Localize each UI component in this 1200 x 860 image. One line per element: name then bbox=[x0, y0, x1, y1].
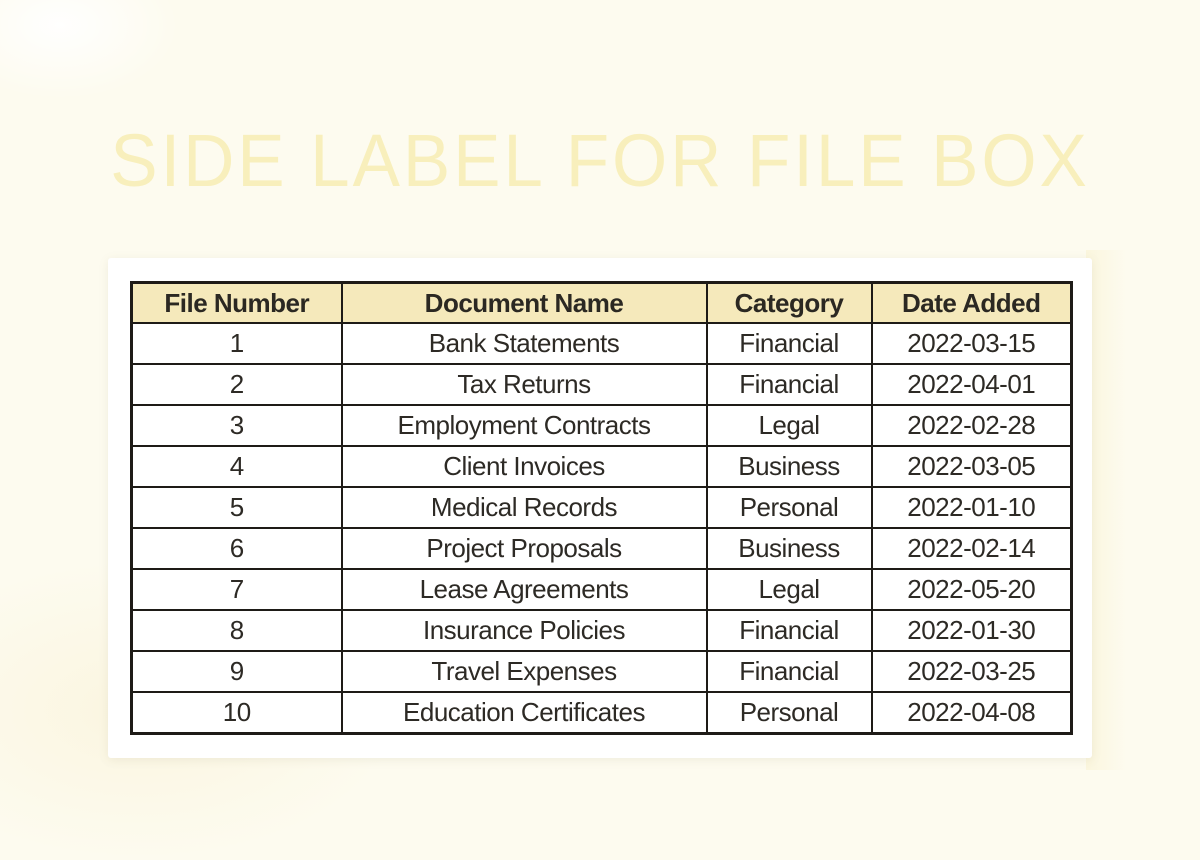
table-cell-date-added: 2022-03-05 bbox=[870, 445, 1073, 488]
table-cell-file-number: 9 bbox=[130, 650, 343, 693]
table-row: 9 Travel Expenses Financial 2022-03-25 bbox=[130, 650, 1073, 693]
table-cell-category: Personal bbox=[705, 486, 873, 529]
page-title: SIDE LABEL FOR FILE BOX bbox=[110, 119, 1090, 202]
table-cell-category: Legal bbox=[705, 568, 873, 611]
table-row: 8 Insurance Policies Financial 2022-01-30 bbox=[130, 609, 1073, 652]
table-cell-document-name: Lease Agreements bbox=[340, 568, 708, 611]
column-header-document-name: Document Name bbox=[340, 281, 708, 324]
table-cell-file-number: 3 bbox=[130, 404, 343, 447]
table-cell-date-added: 2022-05-20 bbox=[870, 568, 1073, 611]
label-card: File Number Document Name Category Date Add… bbox=[108, 258, 1092, 758]
table-cell-date-added: 2022-01-30 bbox=[870, 609, 1073, 652]
table-header: File Number Document Name Category Date Add… bbox=[130, 281, 1073, 324]
table-row: 4 Client Invoices Business 2022-03-05 bbox=[130, 445, 1073, 488]
table-body: 1 Bank Statements Financial 2022-03-15 2 Tax … bbox=[130, 322, 1073, 735]
table-cell-document-name: Employment Contracts bbox=[340, 404, 708, 447]
table-cell-file-number: 8 bbox=[130, 609, 343, 652]
table-cell-document-name: Bank Statements bbox=[340, 322, 708, 365]
table-cell-category: Financial bbox=[705, 322, 873, 365]
table-row: 2 Tax Returns Financial 2022-04-01 bbox=[130, 363, 1073, 406]
table-cell-file-number: 2 bbox=[130, 363, 343, 406]
background-blob-top-left bbox=[0, 0, 180, 100]
table-row: 10 Education Certificates Personal 2022-04-… bbox=[130, 691, 1073, 735]
column-header-category: Category bbox=[705, 281, 873, 324]
table-cell-date-added: 2022-02-14 bbox=[870, 527, 1073, 570]
table-cell-document-name: Education Certificates bbox=[340, 691, 708, 735]
table-cell-file-number: 5 bbox=[130, 486, 343, 529]
table-cell-document-name: Client Invoices bbox=[340, 445, 708, 488]
table-row: 1 Bank Statements Financial 2022-03-15 bbox=[130, 322, 1073, 365]
table-cell-date-added: 2022-02-28 bbox=[870, 404, 1073, 447]
table-row: 6 Project Proposals Business 2022-02-14 bbox=[130, 527, 1073, 570]
table-row: 5 Medical Records Personal 2022-01-10 bbox=[130, 486, 1073, 529]
table-cell-category: Financial bbox=[705, 363, 873, 406]
table-cell-document-name: Project Proposals bbox=[340, 527, 708, 570]
column-header-date-added: Date Added bbox=[870, 281, 1073, 324]
file-table: File Number Document Name Category Date Add… bbox=[130, 281, 1073, 735]
table-cell-file-number: 4 bbox=[130, 445, 343, 488]
table-cell-category: Personal bbox=[705, 691, 873, 735]
table-cell-document-name: Medical Records bbox=[340, 486, 708, 529]
table-cell-category: Business bbox=[705, 527, 873, 570]
table-cell-file-number: 10 bbox=[130, 691, 343, 735]
table-cell-category: Financial bbox=[705, 609, 873, 652]
table-cell-category: Financial bbox=[705, 650, 873, 693]
table-cell-document-name: Travel Expenses bbox=[340, 650, 708, 693]
table-header-row: File Number Document Name Category Date Add… bbox=[130, 281, 1073, 324]
table-cell-file-number: 6 bbox=[130, 527, 343, 570]
table-cell-date-added: 2022-01-10 bbox=[870, 486, 1073, 529]
table-row: 3 Employment Contracts Legal 2022-02-28 bbox=[130, 404, 1073, 447]
table-row: 7 Lease Agreements Legal 2022-05-20 bbox=[130, 568, 1073, 611]
column-header-file-number: File Number bbox=[130, 281, 343, 324]
table-cell-file-number: 7 bbox=[130, 568, 343, 611]
table-cell-date-added: 2022-04-08 bbox=[870, 691, 1073, 735]
table-cell-date-added: 2022-03-25 bbox=[870, 650, 1073, 693]
table-cell-category: Business bbox=[705, 445, 873, 488]
table-cell-date-added: 2022-03-15 bbox=[870, 322, 1073, 365]
background-strip-right bbox=[1086, 250, 1126, 770]
table-cell-document-name: Insurance Policies bbox=[340, 609, 708, 652]
table-cell-file-number: 1 bbox=[130, 322, 343, 365]
table-cell-category: Legal bbox=[705, 404, 873, 447]
table-cell-document-name: Tax Returns bbox=[340, 363, 708, 406]
table-cell-date-added: 2022-04-01 bbox=[870, 363, 1073, 406]
